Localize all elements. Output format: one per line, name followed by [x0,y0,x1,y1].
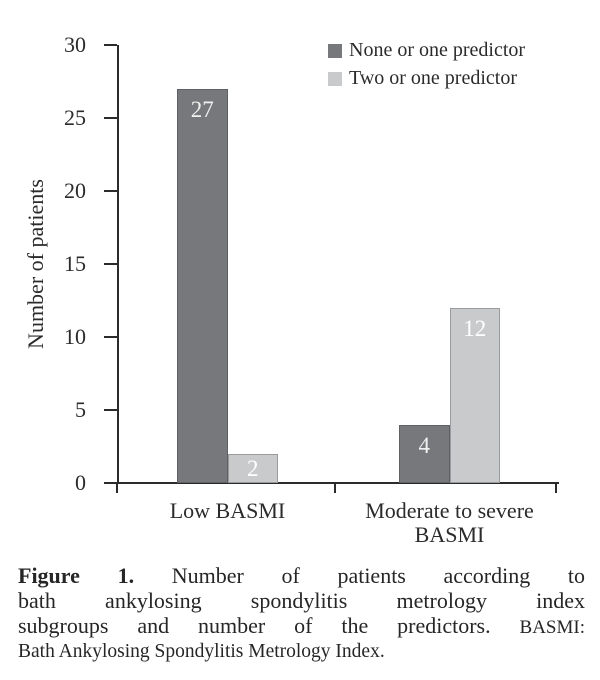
y-axis [117,45,119,483]
y-tick-label: 5 [75,397,86,422]
legend-item-dark: None or one predictor [328,39,526,61]
caption-text: Number of patients according to [171,563,586,588]
caption-line-2: bath ankylosing spondylitis metrology in… [18,588,585,613]
y-tick-mark [104,190,117,192]
y-tick-mark [104,409,117,411]
bar-light: 12 [449,307,500,483]
x-axis [104,482,559,484]
bar-dark: 4 [399,424,450,483]
bar-dark: 27 [177,88,228,483]
legend-swatch-light [328,71,342,86]
legend-label: None or one predictor [349,39,526,61]
x-tick-mark [555,484,557,493]
caption-abbr: BASMI: [519,617,585,638]
bar-value-label: 4 [418,432,431,458]
y-tick-label: 10 [64,324,86,349]
legend: None or one predictor Two or one predict… [328,39,526,89]
legend-swatch-dark [328,43,342,58]
y-tick-label: 0 [75,470,86,495]
bar-light: 2 [227,453,278,483]
x-category-label: Moderate to severe BASMI [365,498,534,547]
caption-line-4: Bath Ankylosing Spondylitis Metrology In… [18,641,385,662]
y-tick-mark [104,117,117,119]
y-tick-mark [104,263,117,265]
y-tick-label: 30 [64,32,86,57]
caption-line-1: Figure 1. Number of patients according t… [18,563,585,588]
caption-text: subgroups and number of the predictors. [18,613,491,638]
x-tick-mark [334,484,336,493]
x-category-label: Low BASMI [169,498,286,523]
legend-label: Two or one predictor [349,67,517,89]
x-tick-mark [116,484,118,493]
bar-value-label: 12 [463,315,487,341]
y-tick-mark [104,336,117,338]
y-tick-mark [104,44,117,46]
y-tick-label: 25 [64,105,86,130]
plot-area: Number of patients None or one predictor… [23,32,559,547]
caption-line-3: subgroups and number of the predictors. … [18,613,585,640]
y-tick-label: 20 [64,178,86,203]
bar-value-label: 2 [247,455,259,481]
y-tick-label: 15 [64,251,86,276]
legend-item-light: Two or one predictor [328,67,525,89]
figure-caption: Figure 1. Number of patients according t… [18,563,585,664]
caption-figure-label: Figure 1. [18,563,135,588]
y-tick-mark [104,482,117,484]
bar-value-label: 27 [190,96,214,122]
